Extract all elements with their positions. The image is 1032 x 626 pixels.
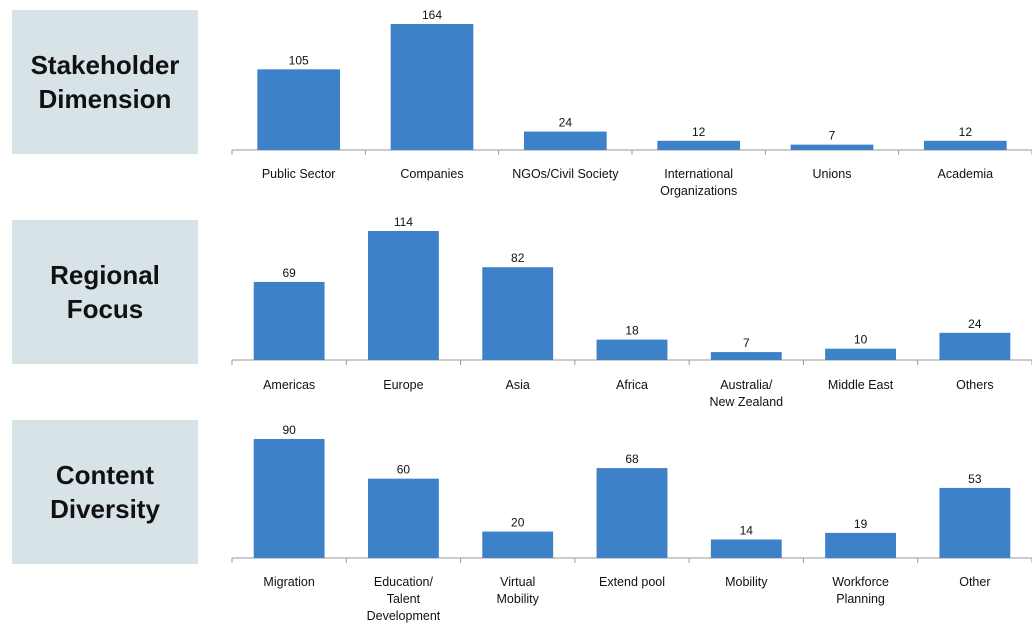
category-label: Europe <box>383 378 423 392</box>
bar <box>596 339 668 360</box>
category-label: Companies <box>400 167 463 181</box>
content-diversity-chart: 90 Migration 60 Education/Talent Development… <box>231 423 1032 623</box>
category-label: Other <box>959 575 990 589</box>
category-label: Asia <box>506 378 530 392</box>
data-label: 68 <box>625 452 639 466</box>
bar <box>939 332 1011 360</box>
category-label: Unions <box>813 167 852 181</box>
category-label: Migration <box>263 575 314 589</box>
bar <box>524 131 607 150</box>
category-label: Middle East <box>828 378 894 392</box>
stakeholder-dimension-chart: 105 Public Sector 164 Companies 24 NGOs/Civil… <box>231 8 1032 198</box>
bar <box>790 144 874 150</box>
category-label: Mobility <box>725 575 768 589</box>
category-label: Workforce Planning <box>832 575 889 606</box>
bar <box>257 69 340 150</box>
data-label: 24 <box>559 116 573 130</box>
panel-label-stakeholder-dimension: Stakeholder Dimension <box>12 10 198 154</box>
category-label: Public Sector <box>262 167 336 181</box>
bar <box>253 439 325 558</box>
data-label: 53 <box>968 472 982 486</box>
regional-focus-chart: 69 Americas 114 Europe 82 Asia 18 Africa 7 Austra… <box>231 215 1032 409</box>
data-label: 19 <box>854 517 868 531</box>
bar <box>482 531 554 558</box>
bar <box>657 140 740 150</box>
category-label: Americas <box>263 378 315 392</box>
data-label: 24 <box>968 317 982 331</box>
category-label: Virtual Mobility <box>497 575 540 606</box>
bar <box>368 478 439 558</box>
bar <box>924 140 1007 150</box>
bar <box>825 532 896 558</box>
bar <box>939 487 1011 558</box>
data-label: 20 <box>511 516 525 530</box>
category-label: Australia/New Zealand <box>709 378 783 409</box>
bar <box>710 539 782 558</box>
bar <box>253 281 325 360</box>
data-label: 60 <box>397 463 411 477</box>
data-label: 7 <box>829 129 836 143</box>
data-label: 12 <box>959 125 973 139</box>
data-label: 18 <box>625 324 639 338</box>
bar <box>390 24 474 150</box>
data-label: 69 <box>282 266 296 280</box>
bar <box>368 231 439 360</box>
data-label: 164 <box>422 8 442 22</box>
bar <box>596 468 668 558</box>
data-label: 12 <box>692 125 706 139</box>
category-label: Academia <box>938 167 994 181</box>
category-label: Education/Talent Development <box>367 575 441 623</box>
data-label: 90 <box>282 423 296 437</box>
bar <box>482 267 554 360</box>
category-label: International Organizations <box>660 167 737 198</box>
category-label: Africa <box>616 378 648 392</box>
data-label: 114 <box>394 215 413 229</box>
bar <box>710 352 782 360</box>
category-label: Extend pool <box>599 575 665 589</box>
category-label: NGOs/Civil Society <box>512 167 619 181</box>
category-label: Others <box>956 378 994 392</box>
data-label: 7 <box>743 336 750 350</box>
bar <box>825 348 896 360</box>
data-label: 14 <box>740 523 754 537</box>
data-label: 105 <box>289 53 309 67</box>
panel-label-regional-focus: Regional Focus <box>12 220 198 364</box>
data-label: 10 <box>854 333 868 347</box>
data-label: 82 <box>511 251 525 265</box>
panel-label-content-diversity: Content Diversity <box>12 420 198 564</box>
